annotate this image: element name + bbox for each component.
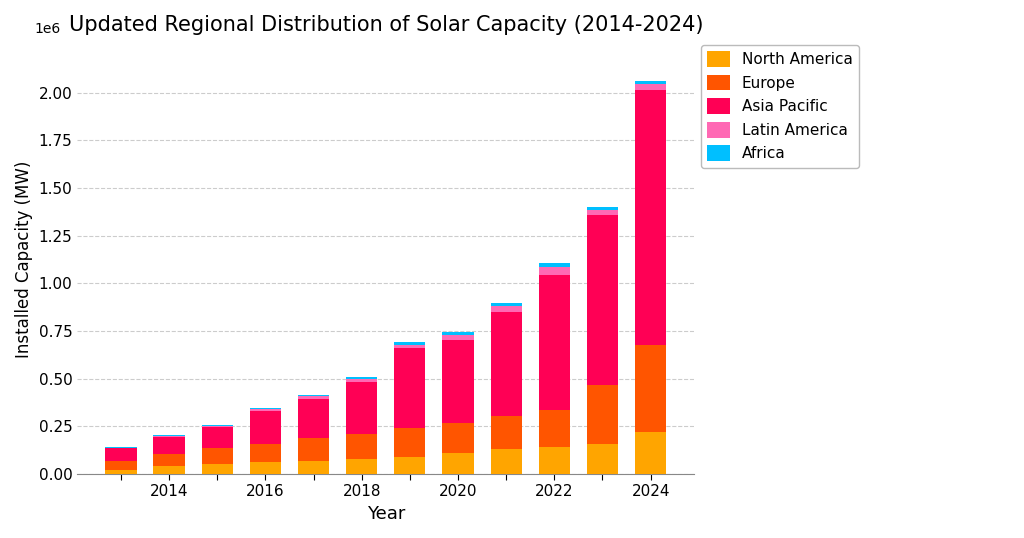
Bar [490,449,522,474]
Bar [202,426,232,427]
Bar [346,379,377,381]
Bar [490,312,522,416]
Bar [154,435,184,436]
Bar [490,306,522,312]
Y-axis label: Installed Capacity (MW): Installed Capacity (MW) [15,161,33,358]
Text: 1e6: 1e6 [34,22,60,36]
Bar [587,385,618,444]
Bar [346,434,377,459]
Bar [587,444,618,474]
Bar [346,459,377,474]
Bar [346,381,377,434]
Bar [394,348,426,428]
Bar [394,457,426,474]
Bar [298,395,329,397]
Bar [154,454,184,466]
Bar [635,90,667,345]
Bar [442,332,474,335]
Bar [539,275,570,410]
Bar [442,453,474,474]
Title: Updated Regional Distribution of Solar Capacity (2014-2024): Updated Regional Distribution of Solar C… [69,15,703,35]
Bar [298,438,329,461]
Bar [154,466,184,474]
Bar [346,377,377,379]
Bar [539,410,570,447]
Bar [539,263,570,267]
Bar [442,339,474,423]
Bar [105,448,136,461]
Bar [635,84,667,90]
Bar [250,443,281,462]
Bar [490,416,522,449]
Bar [394,342,426,345]
Bar [635,432,667,474]
Bar [154,437,184,454]
Bar [394,428,426,457]
Bar [298,397,329,399]
Bar [298,461,329,474]
Bar [105,470,136,474]
Bar [298,399,329,438]
Bar [587,215,618,385]
Legend: North America, Europe, Asia Pacific, Latin America, Africa: North America, Europe, Asia Pacific, Lat… [700,45,859,168]
Bar [202,427,232,448]
Bar [154,436,184,437]
Bar [587,207,618,210]
Bar [539,447,570,474]
Bar [442,423,474,453]
Bar [105,461,136,470]
Bar [587,210,618,215]
Bar [202,425,232,426]
Bar [635,345,667,432]
Bar [490,303,522,306]
X-axis label: Year: Year [367,505,404,523]
Bar [442,335,474,339]
Bar [250,409,281,411]
Bar [394,345,426,348]
Bar [202,464,232,474]
Bar [635,81,667,84]
Bar [539,267,570,275]
Bar [202,448,232,464]
Bar [250,408,281,409]
Bar [250,411,281,443]
Bar [250,462,281,474]
